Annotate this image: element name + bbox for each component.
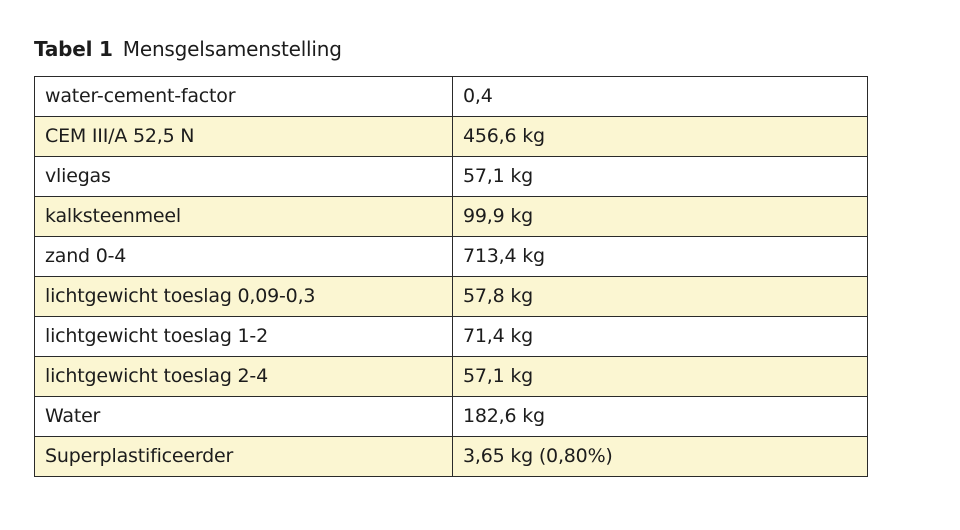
amount-cell: 456,6 kg [452, 116, 868, 157]
table-row: Superplastificeerder 3,65 kg (0,80%) [34, 436, 868, 477]
amount-cell: 182,6 kg [452, 396, 868, 437]
ingredient-cell: CEM III/A 52,5 N [34, 116, 453, 157]
amount-cell: 57,1 kg [452, 156, 868, 197]
table-row: lichtgewicht toeslag 1-2 71,4 kg [34, 316, 868, 357]
table-row: water-cement-factor 0,4 [34, 76, 868, 117]
amount-cell: 3,65 kg (0,80%) [452, 436, 868, 477]
table-row: Water 182,6 kg [34, 396, 868, 437]
amount-cell: 713,4 kg [452, 236, 868, 277]
amount-cell: 71,4 kg [452, 316, 868, 357]
ingredient-cell: kalksteenmeel [34, 196, 453, 237]
ingredient-cell: lichtgewicht toeslag 1-2 [34, 316, 453, 357]
ingredient-cell: vliegas [34, 156, 453, 197]
ingredient-cell: lichtgewicht toeslag 0,09-0,3 [34, 276, 453, 317]
table-row: lichtgewicht toeslag 2-4 57,1 kg [34, 356, 868, 397]
table-label: Tabel 1 [34, 37, 113, 61]
table-row: CEM III/A 52,5 N 456,6 kg [34, 116, 868, 157]
amount-cell: 99,9 kg [452, 196, 868, 237]
amount-cell: 0,4 [452, 76, 868, 117]
ingredient-cell: Superplastificeerder [34, 436, 453, 477]
ingredient-cell: water-cement-factor [34, 76, 453, 117]
table-row: vliegas 57,1 kg [34, 156, 868, 197]
amount-cell: 57,1 kg [452, 356, 868, 397]
table-title: Mensgelsamenstelling [122, 37, 342, 61]
table-row: kalksteenmeel 99,9 kg [34, 196, 868, 237]
table-row: zand 0-4 713,4 kg [34, 236, 868, 277]
ingredient-cell: zand 0-4 [34, 236, 453, 277]
table-caption: Tabel 1 Mensgelsamenstelling [34, 36, 342, 62]
mix-composition-body: water-cement-factor 0,4 CEM III/A 52,5 N… [34, 76, 868, 477]
mix-composition-table: water-cement-factor 0,4 CEM III/A 52,5 N… [34, 76, 868, 477]
ingredient-cell: lichtgewicht toeslag 2-4 [34, 356, 453, 397]
ingredient-cell: Water [34, 396, 453, 437]
table-row: lichtgewicht toeslag 0,09-0,3 57,8 kg [34, 276, 868, 317]
amount-cell: 57,8 kg [452, 276, 868, 317]
